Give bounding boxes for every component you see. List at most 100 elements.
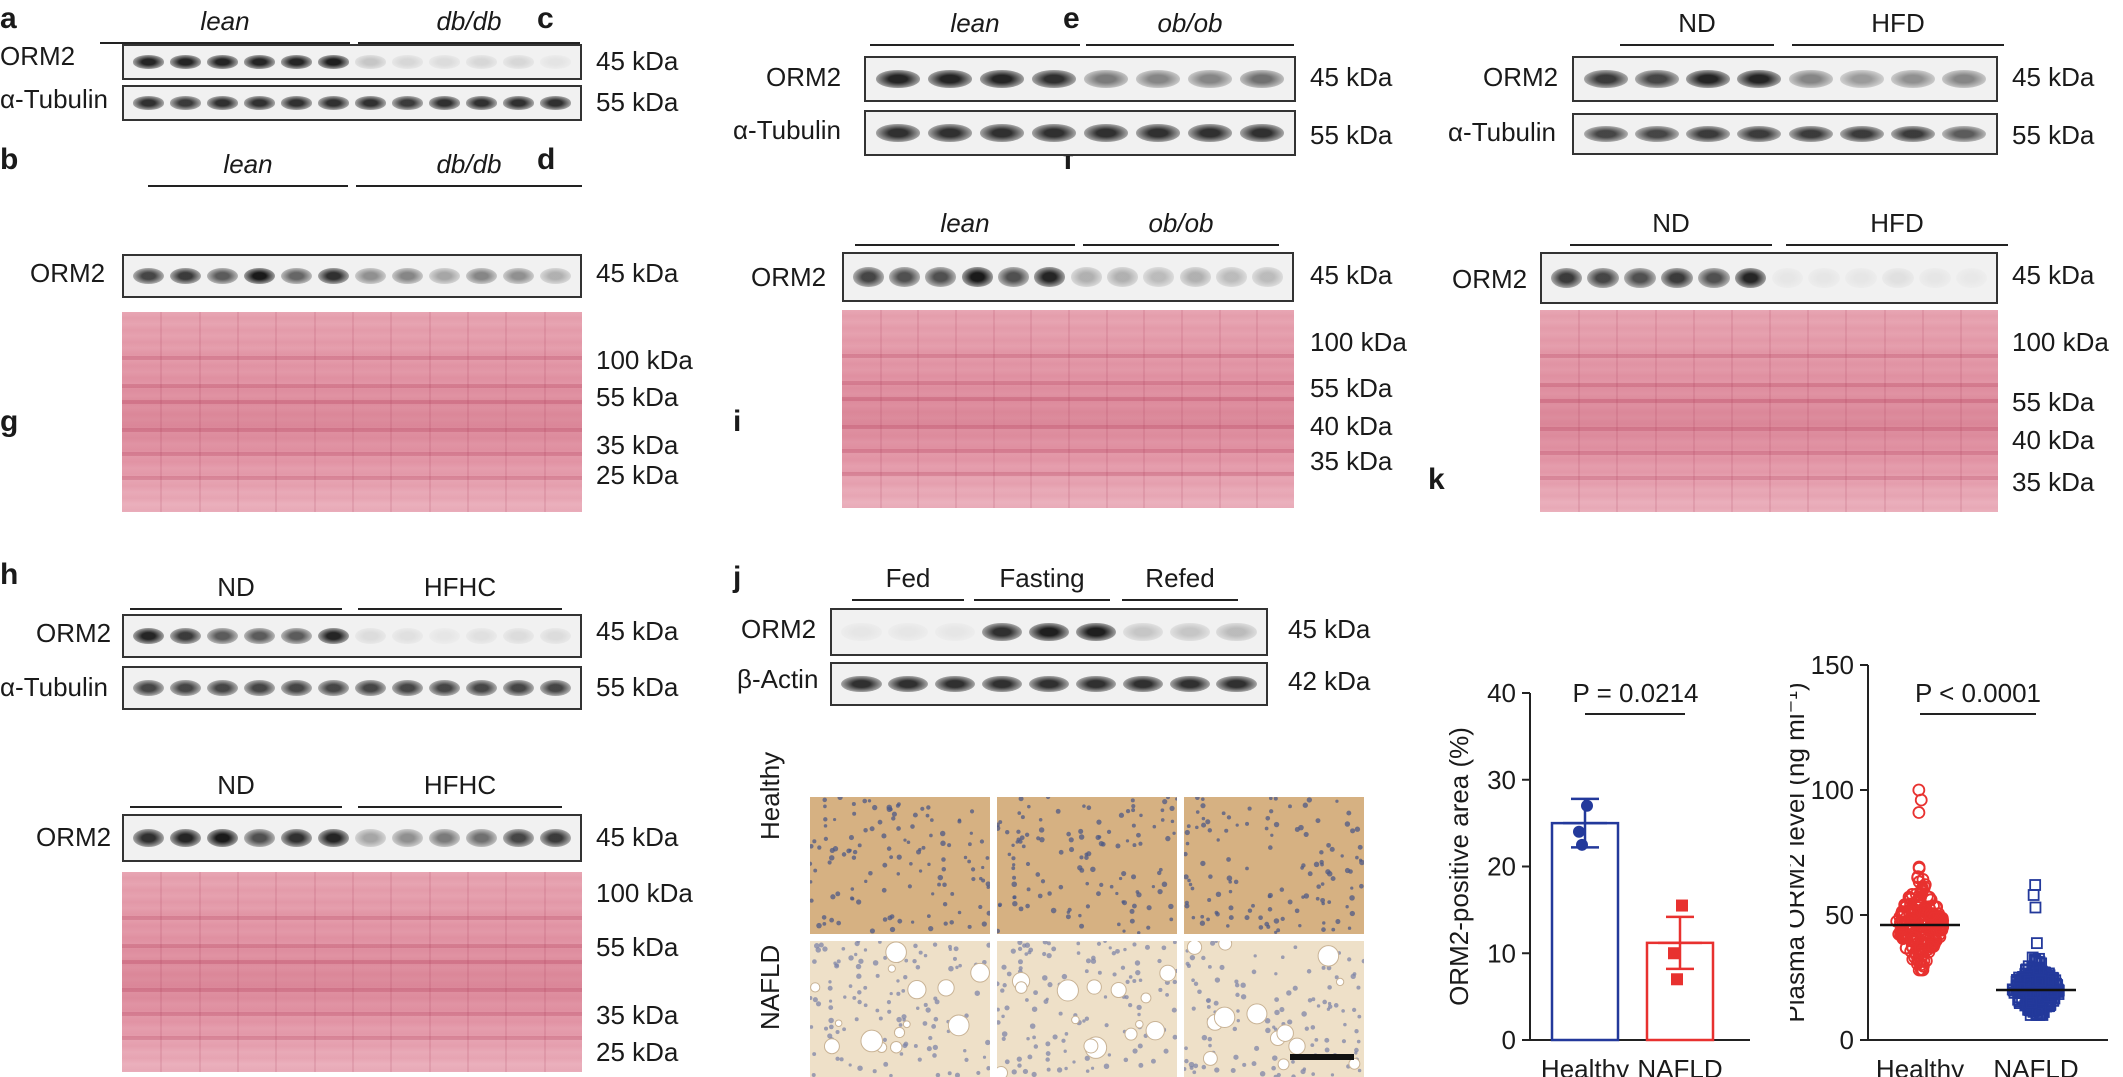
nucleus bbox=[904, 958, 909, 963]
nucleus bbox=[883, 1061, 889, 1067]
nucleus bbox=[1039, 836, 1045, 843]
panel-label-j: j bbox=[733, 561, 742, 594]
blot-band bbox=[206, 55, 239, 69]
data-point bbox=[1912, 860, 1926, 874]
blot-band bbox=[1634, 126, 1679, 142]
ponceau-lane-divider bbox=[390, 872, 393, 1072]
marker-a-55: 55 kDa bbox=[596, 87, 679, 117]
nucleus bbox=[886, 1000, 892, 1005]
nucleus bbox=[1214, 977, 1221, 983]
blot-band bbox=[391, 96, 424, 110]
blot-band bbox=[317, 96, 350, 110]
nucleus bbox=[1046, 952, 1052, 959]
lipid-vacuole bbox=[907, 980, 927, 1000]
nucleus bbox=[1085, 958, 1091, 964]
nucleus bbox=[1001, 1031, 1008, 1037]
blot-band bbox=[428, 55, 461, 69]
nucleus bbox=[1076, 951, 1081, 955]
nucleus bbox=[1188, 1061, 1195, 1068]
marker-c-55: 55 kDa bbox=[1310, 120, 1393, 150]
row-label-f-orm2: ORM2 bbox=[1452, 264, 1528, 294]
nucleus bbox=[810, 843, 814, 849]
p-value-annotation: P < 0.0001 bbox=[1915, 678, 2041, 708]
nucleus bbox=[1343, 1022, 1347, 1027]
row-label-a-tubulin: α-Tubulin bbox=[0, 84, 108, 114]
ponceau-lane-divider bbox=[1105, 310, 1108, 508]
nucleus bbox=[1082, 1019, 1086, 1023]
row-label-c-tubulin: α-Tubulin bbox=[733, 115, 841, 145]
nucleus bbox=[1016, 1056, 1022, 1062]
nucleus bbox=[1103, 941, 1107, 943]
blot-band bbox=[465, 679, 498, 697]
nucleus bbox=[1267, 892, 1273, 898]
ponceau-lane-divider bbox=[198, 312, 201, 512]
marker-h-35: 35 kDa bbox=[596, 1000, 679, 1030]
blot-band bbox=[169, 679, 202, 697]
blot-band bbox=[1737, 70, 1782, 88]
nucleus bbox=[836, 959, 841, 964]
ponceau-lane-divider bbox=[1845, 310, 1848, 512]
blot-band bbox=[1955, 267, 1988, 289]
nucleus bbox=[1268, 797, 1273, 801]
nucleus bbox=[1175, 797, 1177, 801]
nucleus bbox=[942, 882, 947, 887]
nucleus bbox=[1112, 972, 1117, 977]
nucleus bbox=[881, 887, 887, 893]
nucleus bbox=[1188, 882, 1193, 887]
nucleus bbox=[1128, 975, 1133, 979]
nucleus bbox=[1096, 891, 1101, 897]
y-axis-label: Plasma ORM2 level (ng ml⁻¹) bbox=[1790, 682, 1810, 1022]
blot-band bbox=[539, 627, 572, 645]
nucleus bbox=[971, 877, 976, 882]
nucleus bbox=[882, 1037, 887, 1042]
panel-label-k: k bbox=[1428, 463, 1445, 496]
nucleus bbox=[1357, 844, 1363, 850]
nucleus bbox=[897, 918, 903, 924]
blot-band bbox=[1187, 124, 1233, 142]
nucleus bbox=[1066, 831, 1071, 837]
nucleus bbox=[1172, 941, 1177, 945]
nucleus bbox=[939, 830, 946, 837]
nucleus bbox=[1357, 1068, 1362, 1073]
nucleus bbox=[1184, 1058, 1189, 1064]
blot-d-orm2 bbox=[842, 252, 1294, 302]
group-label-b-lean: lean bbox=[148, 149, 348, 187]
blot-band bbox=[1808, 267, 1841, 289]
nucleus bbox=[986, 885, 990, 890]
nucleus bbox=[901, 1014, 907, 1020]
nucleus bbox=[932, 942, 938, 947]
nucleus bbox=[1136, 1004, 1142, 1011]
nucleus bbox=[1137, 1043, 1143, 1049]
nucleus bbox=[1123, 947, 1127, 952]
nucleus bbox=[1172, 979, 1177, 985]
nucleus bbox=[902, 1043, 908, 1049]
blot-band bbox=[428, 627, 461, 645]
marker-d-55: 55 kDa bbox=[1310, 373, 1393, 403]
nucleus bbox=[1051, 946, 1057, 952]
marker-f-45: 45 kDa bbox=[2012, 260, 2095, 290]
nucleus bbox=[1090, 958, 1097, 964]
blot-band bbox=[1239, 124, 1285, 142]
blot-band bbox=[428, 267, 461, 285]
histology-texture bbox=[1184, 941, 1364, 1077]
nucleus bbox=[920, 806, 925, 811]
nucleus bbox=[810, 898, 814, 903]
y-tick-label: 150 bbox=[1811, 650, 1854, 680]
nucleus bbox=[1129, 918, 1135, 924]
nucleus bbox=[1018, 966, 1023, 971]
blot-band bbox=[280, 55, 313, 69]
nucleus bbox=[937, 874, 944, 881]
nucleus bbox=[1136, 892, 1142, 898]
nucleus bbox=[1185, 841, 1190, 846]
nucleus bbox=[1273, 821, 1280, 828]
nucleus bbox=[1016, 829, 1021, 834]
x-tick-label: Healthy bbox=[1541, 1054, 1629, 1077]
nucleus bbox=[1350, 828, 1356, 834]
blot-band bbox=[206, 679, 239, 697]
nucleus bbox=[837, 797, 843, 801]
nucleus bbox=[1084, 1016, 1090, 1021]
nucleus bbox=[1270, 833, 1274, 837]
nucleus bbox=[822, 946, 828, 952]
blot-band bbox=[280, 679, 313, 697]
ponceau-band bbox=[1540, 475, 1998, 480]
